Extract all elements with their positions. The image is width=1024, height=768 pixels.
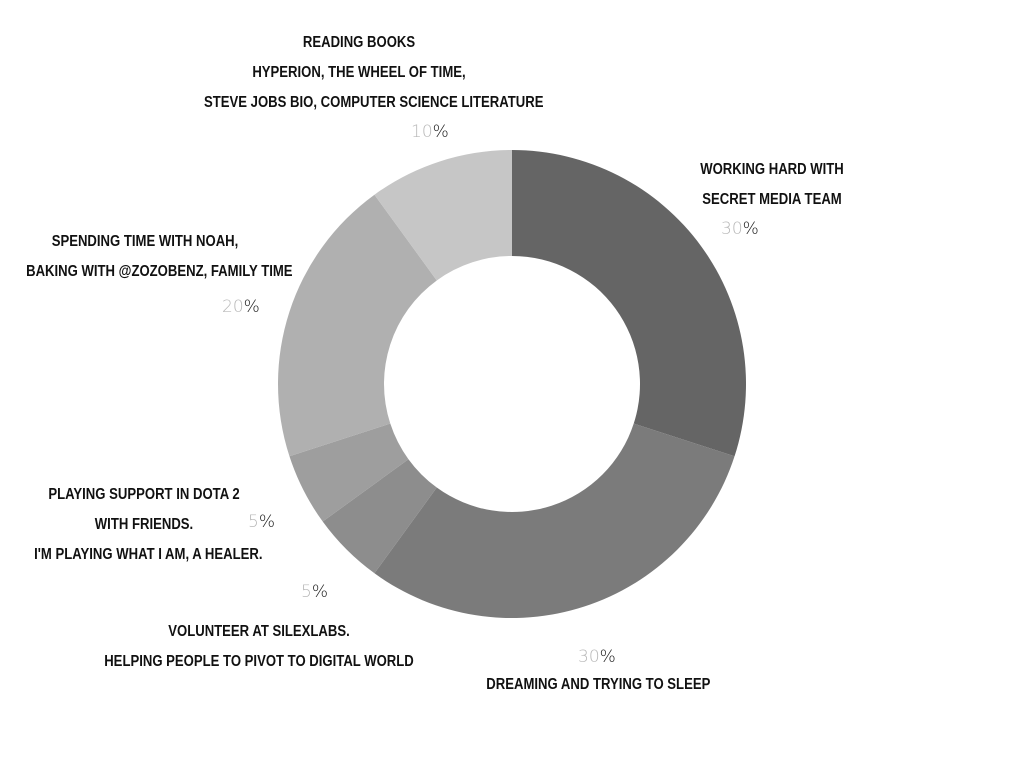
donut-slice-family-time <box>278 194 437 457</box>
donut-slice-dota <box>289 423 409 522</box>
value-label-dreaming: 30% <box>578 647 616 667</box>
label-dreaming: DREAMING AND TRYING TO SLEEP <box>486 670 711 700</box>
label-line: PLAYING SUPPORT IN DOTA 2 <box>48 486 240 503</box>
label-line: STEVE JOBS BIO, COMPUTER SCIENCE LITERAT… <box>204 94 544 111</box>
value-number: 10 <box>411 122 433 142</box>
label-volunteer: VOLUNTEER AT SILEXLABS. HELPING PEOPLE T… <box>104 617 414 677</box>
value-number: 30 <box>578 647 600 667</box>
value-number: 30 <box>721 219 743 239</box>
label-reading-books: READING BOOKS HYPERION, THE WHEEL OF TIM… <box>204 28 544 118</box>
label-line: READING BOOKS <box>302 34 416 51</box>
label-working-hard: WORKING HARD WITH SECRET MEDIA TEAM <box>697 155 848 215</box>
percent-sign: % <box>243 297 260 317</box>
label-line: BAKING WITH @ZOZOBENZ, FAMILY TIME <box>26 263 293 280</box>
label-dota: PLAYING SUPPORT IN DOTA 2 WITH FRIENDS. … <box>34 480 263 570</box>
percent-sign: % <box>742 219 759 239</box>
label-line: HYPERION, THE WHEEL OF TIME, <box>252 64 466 81</box>
value-label-dota: 5% <box>248 512 275 532</box>
percent-sign: % <box>432 122 449 142</box>
value-label-volunteer: 5% <box>301 582 328 602</box>
value-number: 5 <box>301 582 312 602</box>
donut-slice-reading-books <box>374 150 512 281</box>
value-label-working-hard: 30% <box>721 219 759 239</box>
value-label-family-time: 20% <box>222 297 260 317</box>
percent-sign: % <box>258 512 275 532</box>
percent-sign: % <box>599 647 616 667</box>
label-line: WORKING HARD WITH <box>700 161 844 178</box>
label-line: WITH FRIENDS. <box>94 516 194 533</box>
percent-sign: % <box>311 582 328 602</box>
label-line: VOLUNTEER AT SILEXLABS. <box>168 623 350 640</box>
value-number: 5 <box>248 512 259 532</box>
value-label-reading-books: 10% <box>411 122 449 142</box>
label-line: I'M PLAYING WHAT I AM, A HEALER. <box>34 546 263 563</box>
label-line: HELPING PEOPLE TO PIVOT TO DIGITAL WORLD <box>104 653 414 670</box>
label-line: SECRET MEDIA TEAM <box>702 191 842 208</box>
donut-slice-dreaming <box>374 423 735 619</box>
donut-slice-volunteer <box>322 459 437 574</box>
value-number: 20 <box>222 297 244 317</box>
donut-slice-working-hard <box>512 150 746 457</box>
label-line: DREAMING AND TRYING TO SLEEP <box>486 676 711 693</box>
label-family-time: SPENDING TIME WITH NOAH, BAKING WITH @ZO… <box>26 227 293 287</box>
label-line: SPENDING TIME WITH NOAH, <box>51 233 239 250</box>
